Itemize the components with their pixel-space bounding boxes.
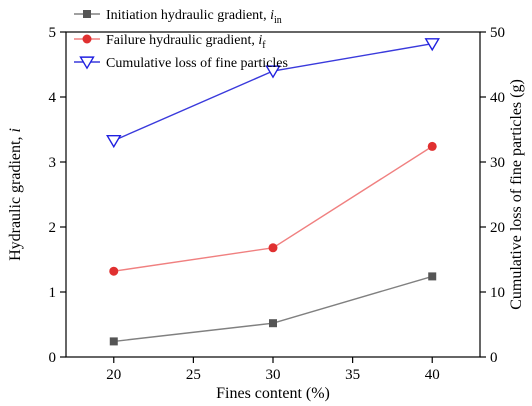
y-left-tick-label: 0 xyxy=(49,350,57,366)
data-point xyxy=(268,243,278,253)
legend-marker xyxy=(79,56,95,70)
y-left-tick-label: 2 xyxy=(49,220,57,236)
data-point xyxy=(106,134,122,149)
legend-marker xyxy=(83,10,91,18)
y-left-tick-label: 5 xyxy=(49,25,57,41)
x-tick-label: 40 xyxy=(425,367,440,383)
y-right-tick-label: 30 xyxy=(490,155,505,171)
data-point xyxy=(109,266,119,276)
y-left-axis-title: Hydraulic gradient, i xyxy=(7,128,24,261)
legend-entry-text: Failure hydraulic gradient, xyxy=(106,33,258,48)
y-left-tick-label: 1 xyxy=(49,285,57,301)
legend-entry: Cumulative loss of fine particles xyxy=(106,56,288,71)
legend-entry-subscript: in xyxy=(274,15,282,26)
data-point xyxy=(265,65,281,79)
series-line xyxy=(113,275,433,343)
data-point xyxy=(427,141,437,151)
data-point xyxy=(428,272,437,281)
y-right-tick-label: 0 xyxy=(490,350,498,366)
y-right-tick-label: 40 xyxy=(490,90,505,106)
y-right-tick-label: 20 xyxy=(490,220,505,236)
legend-entry-symbol: i xyxy=(270,8,274,23)
data-point xyxy=(269,319,277,328)
legend-entry-text: Cumulative loss of fine particles xyxy=(106,56,288,71)
x-tick-label: 25 xyxy=(186,367,201,383)
y-right-axis-title: Cumulative loss of fine particles (g) xyxy=(508,79,525,310)
x-tick-label: 30 xyxy=(266,367,281,383)
y-right-tick-label: 50 xyxy=(490,25,505,41)
legend-entry-subscript: f xyxy=(262,40,266,51)
legend: Initiation hydraulic gradient, iinFailur… xyxy=(74,8,288,71)
legend-entry-symbol: i xyxy=(258,33,262,48)
y-left-tick-label: 3 xyxy=(49,155,57,171)
legend-marker xyxy=(82,34,92,44)
x-tick-label: 35 xyxy=(345,367,360,383)
data-point xyxy=(109,337,118,346)
y-right-tick-label: 10 xyxy=(490,285,505,301)
y-left-axis-title-symbol: i xyxy=(7,128,24,132)
series-line xyxy=(113,145,433,272)
plot-frame xyxy=(65,31,481,358)
legend-entry-text: Initiation hydraulic gradient, xyxy=(106,8,270,23)
x-axis-title: Fines content (%) xyxy=(216,385,330,402)
data-point xyxy=(424,38,440,52)
legend-entry: Initiation hydraulic gradient, iin xyxy=(106,8,282,26)
y-left-tick-label: 4 xyxy=(49,90,57,106)
x-tick-label: 20 xyxy=(106,367,121,383)
legend-entry: Failure hydraulic gradient, if xyxy=(106,33,266,51)
y-left-axis-title-text: Hydraulic gradient, xyxy=(7,133,24,261)
